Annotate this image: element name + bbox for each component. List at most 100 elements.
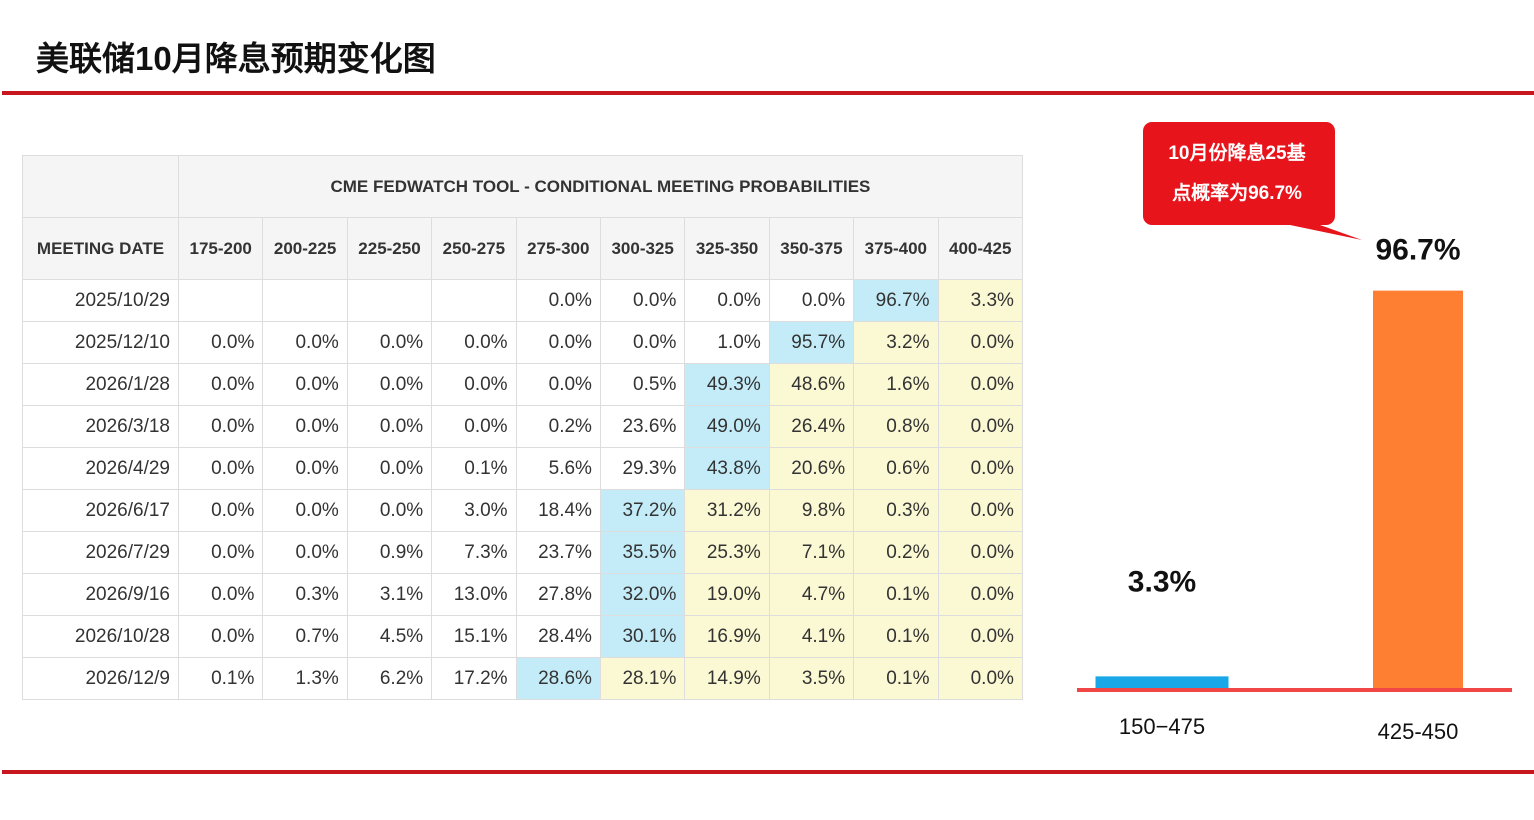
probability-cell: 0.1%: [431, 447, 517, 490]
date-cell: 2026/1/28: [22, 363, 179, 406]
probability-cell: 0.0%: [177, 321, 264, 364]
table-row: 2025/12/10 0.0% 0.0% 0.0% 0.0% 0.0% 0.0% 1.0% 95…: [22, 321, 1023, 364]
date-cell: 2026/4/29: [22, 447, 179, 490]
table-row: 2026/3/18 0.0% 0.0% 0.0% 0.0% 0.2% 23.6% 49.0% 2…: [22, 405, 1023, 448]
date-cell: 2025/12/10: [22, 321, 179, 364]
probability-cell: 4.5%: [346, 615, 433, 658]
probability-cell: [177, 279, 264, 322]
probability-cell: 0.2%: [853, 531, 939, 574]
probability-cell: 0.0%: [177, 615, 264, 658]
table-row: 2026/1/28 0.0% 0.0% 0.0% 0.0% 0.0% 0.5% 49.3% 48…: [22, 363, 1023, 406]
column-header: 350-375: [768, 217, 855, 280]
probability-cell: 0.0%: [599, 279, 686, 322]
probability-cell: 0.0%: [177, 405, 264, 448]
callout-text: 点概率为96.7%: [1172, 181, 1302, 204]
probability-cell: 3.1%: [346, 573, 433, 616]
value-label: 3.3%: [1128, 565, 1196, 598]
probability-cell: 28.1%: [599, 657, 686, 700]
probability-cell: 0.0%: [177, 363, 264, 406]
probability-cell: 0.0%: [177, 489, 264, 532]
bar: [1373, 290, 1463, 690]
header-row: MEETING DATE 175-200 200-225 225-250 250-275…: [22, 217, 1023, 280]
probability-cell: 0.0%: [937, 321, 1023, 364]
probability-cell: 95.7%: [768, 321, 855, 364]
probability-cell: 0.0%: [346, 405, 433, 448]
probability-cell: 0.3%: [262, 573, 348, 616]
probability-cell: 23.6%: [599, 405, 686, 448]
probability-cell: 0.1%: [177, 657, 264, 700]
probability-cell: 14.9%: [684, 657, 770, 700]
x-tick-label: 150−475: [1119, 714, 1205, 739]
probability-cell: 0.0%: [262, 489, 348, 532]
probability-cell: 15.1%: [431, 615, 517, 658]
probability-cell: 49.0%: [684, 405, 770, 448]
probability-cell: 0.0%: [515, 363, 601, 406]
column-header: 325-350: [684, 217, 770, 280]
probability-cell: 26.4%: [768, 405, 855, 448]
probability-cell: 0.0%: [515, 321, 601, 364]
probability-cell: 0.0%: [262, 531, 348, 574]
probability-cell: 0.0%: [346, 321, 433, 364]
probability-cell: 0.0%: [684, 279, 770, 322]
probability-cell: 30.1%: [599, 615, 686, 658]
column-header: 250-275: [431, 217, 517, 280]
probability-cell: 43.8%: [684, 447, 770, 490]
probability-cell: 5.6%: [515, 447, 601, 490]
probability-cell: 0.0%: [346, 489, 433, 532]
probability-cell: 0.0%: [262, 405, 348, 448]
date-cell: 2026/12/9: [22, 657, 179, 700]
date-cell: 2025/10/29: [22, 279, 179, 322]
probability-cell: [346, 279, 433, 322]
probability-cell: 17.2%: [431, 657, 517, 700]
probability-cell: 23.7%: [515, 531, 601, 574]
probability-cell: 96.7%: [853, 279, 939, 322]
probability-cell: 6.2%: [346, 657, 433, 700]
probability-cell: 0.0%: [177, 531, 264, 574]
column-header: MEETING DATE: [22, 217, 179, 280]
probability-cell: 49.3%: [684, 363, 770, 406]
divider: [2, 770, 1534, 774]
probability-cell: 1.0%: [684, 321, 770, 364]
probability-cell: 31.2%: [684, 489, 770, 532]
probability-cell: 1.3%: [262, 657, 348, 700]
probability-cell: 37.2%: [599, 489, 686, 532]
page-title: 美联储10月降息预期变化图: [36, 40, 436, 77]
probability-cell: 0.0%: [937, 573, 1023, 616]
corner-cell: [22, 155, 179, 218]
probability-cell: 0.0%: [431, 405, 517, 448]
probability-cell: 28.4%: [515, 615, 601, 658]
probability-cell: 4.7%: [768, 573, 855, 616]
probability-cell: 32.0%: [599, 573, 686, 616]
probability-cell: 7.1%: [768, 531, 855, 574]
probability-cell: 0.7%: [262, 615, 348, 658]
probability-cell: 0.0%: [515, 279, 601, 322]
probability-cell: 4.1%: [768, 615, 855, 658]
callout-text: 10月份降息25基: [1168, 141, 1306, 164]
probability-cell: 18.4%: [515, 489, 601, 532]
table-row: 2026/9/16 0.0% 0.3% 3.1% 13.0% 27.8% 32.0% 19.0…: [22, 573, 1023, 616]
probability-cell: 0.0%: [177, 447, 264, 490]
column-header: 200-225: [262, 217, 348, 280]
probability-cell: 0.0%: [346, 447, 433, 490]
probability-cell: 25.3%: [684, 531, 770, 574]
probability-cell: 0.8%: [853, 405, 939, 448]
probability-cell: [431, 279, 517, 322]
table-caption: CME FEDWATCH TOOL - CONDITIONAL MEETING …: [178, 155, 1023, 218]
divider: [2, 91, 1534, 95]
probability-cell: 35.5%: [599, 531, 686, 574]
date-cell: 2026/9/16: [22, 573, 179, 616]
callout-box: [1143, 122, 1362, 240]
probability-cell: 16.9%: [684, 615, 770, 658]
probability-cell: 3.5%: [768, 657, 855, 700]
probability-cell: 0.0%: [937, 657, 1023, 700]
date-cell: 2026/6/17: [22, 489, 179, 532]
probability-cell: 20.6%: [768, 447, 855, 490]
probability-cell: 0.2%: [515, 405, 601, 448]
probability-cell: 0.0%: [262, 321, 348, 364]
probability-cell: 48.6%: [768, 363, 855, 406]
probability-cell: 0.3%: [853, 489, 939, 532]
probability-cell: 0.0%: [262, 363, 348, 406]
table-row: 2026/6/17 0.0% 0.0% 0.0% 3.0% 18.4% 37.2% 31.2%…: [22, 489, 1023, 532]
probability-cell: 0.1%: [853, 573, 939, 616]
